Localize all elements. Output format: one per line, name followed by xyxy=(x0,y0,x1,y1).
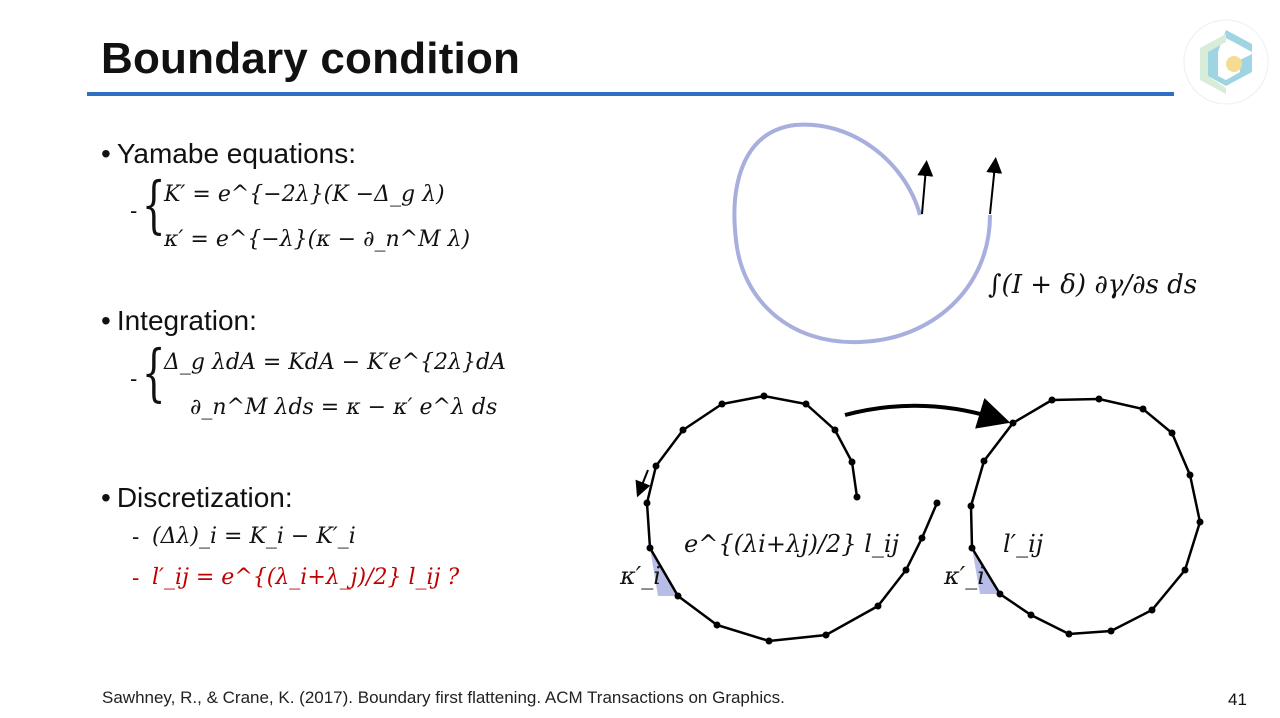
vertex-dot xyxy=(679,426,687,434)
integral-formula: ∫(I + δ) ∂γ/∂s ds xyxy=(988,270,1198,300)
vertex-dot xyxy=(652,462,660,470)
vertex-dot xyxy=(1107,627,1115,635)
vertex-dot xyxy=(848,458,856,466)
vertex-dot xyxy=(822,631,830,639)
slide-title: Boundary condition xyxy=(101,34,521,83)
discrete-polyline-right xyxy=(967,395,1204,638)
dash: - xyxy=(132,524,140,549)
vertex-dot xyxy=(646,544,654,552)
vertex-dot xyxy=(765,637,773,645)
polyline-edges xyxy=(645,394,939,643)
bullet-yamabe: Yamabe equations: xyxy=(101,138,356,170)
vertex-dot xyxy=(1009,419,1017,427)
edge-length-label: l′_ij xyxy=(1003,530,1044,558)
direction-arrow xyxy=(635,469,651,498)
discrete-polyline-left xyxy=(643,392,941,645)
logo-icon xyxy=(1183,19,1269,105)
vertex-dot xyxy=(853,493,861,501)
vertex-dot xyxy=(1095,395,1103,403)
vertex-dot xyxy=(713,621,721,629)
vertex-dot xyxy=(933,499,941,507)
dash: - xyxy=(130,198,138,223)
vertex-dot xyxy=(1168,429,1176,437)
vertex-dot xyxy=(1148,606,1156,614)
vertex-dot xyxy=(1181,566,1189,574)
tangent-arrow xyxy=(986,157,1003,215)
page-number: 41 xyxy=(1228,690,1247,709)
brace: { xyxy=(141,168,166,241)
vertex-dot xyxy=(967,502,975,510)
bullet-integration: Integration: xyxy=(101,305,257,337)
equation: κ′ = e^{−λ}(κ − ∂_n^M λ) xyxy=(164,227,471,252)
vertex-dot xyxy=(643,499,651,507)
angle-label: κ′_i xyxy=(620,562,661,590)
vertex-dot xyxy=(718,400,726,408)
vertex-dot xyxy=(1048,396,1056,404)
dash: - xyxy=(132,565,140,590)
title-underline xyxy=(87,92,1174,96)
vertex-dot xyxy=(1027,611,1035,619)
vertex-dot xyxy=(902,566,910,574)
bullet-discretization: Discretization: xyxy=(101,482,293,514)
vertex-dot xyxy=(874,602,882,610)
equation: ∂_n^M λds = κ − κ′ e^λ ds xyxy=(190,395,498,420)
vertex-dot xyxy=(760,392,768,400)
vertex-dot xyxy=(968,544,976,552)
vertex-dot xyxy=(980,457,988,465)
vertex-dot xyxy=(1196,518,1204,526)
vertex-dot xyxy=(802,400,810,408)
brace: { xyxy=(141,336,166,409)
citation: Sawhney, R., & Crane, K. (2017). Boundar… xyxy=(102,688,785,707)
vertex-dot xyxy=(674,592,682,600)
angle-label: κ′_i xyxy=(944,562,985,590)
vertex-dot xyxy=(918,534,926,542)
equation: Δ_g λdA = KdA − K′e^{2λ}dA xyxy=(164,350,506,375)
map-arrow xyxy=(844,398,1011,429)
vertex-dot xyxy=(1139,405,1147,413)
smooth-curve xyxy=(732,122,992,345)
vertex-dot xyxy=(1065,630,1073,638)
vertex-dot xyxy=(831,426,839,434)
edge-length-label: e^{(λi+λj)/2} l_ij xyxy=(684,530,900,558)
vertex-dot xyxy=(1186,471,1194,479)
dash: - xyxy=(130,366,138,391)
equation: (Δλ)_i = K_i − K′_i xyxy=(152,524,356,549)
tangent-arrow xyxy=(917,160,934,215)
vertex-dot xyxy=(996,590,1004,598)
equation: K′ = e^{−2λ}(K −Δ_g λ) xyxy=(164,182,445,207)
equation-highlight: l′_ij = e^{(λ_i+λ_j)/2} l_ij ? xyxy=(152,565,460,590)
polyline-edges xyxy=(969,397,1202,636)
